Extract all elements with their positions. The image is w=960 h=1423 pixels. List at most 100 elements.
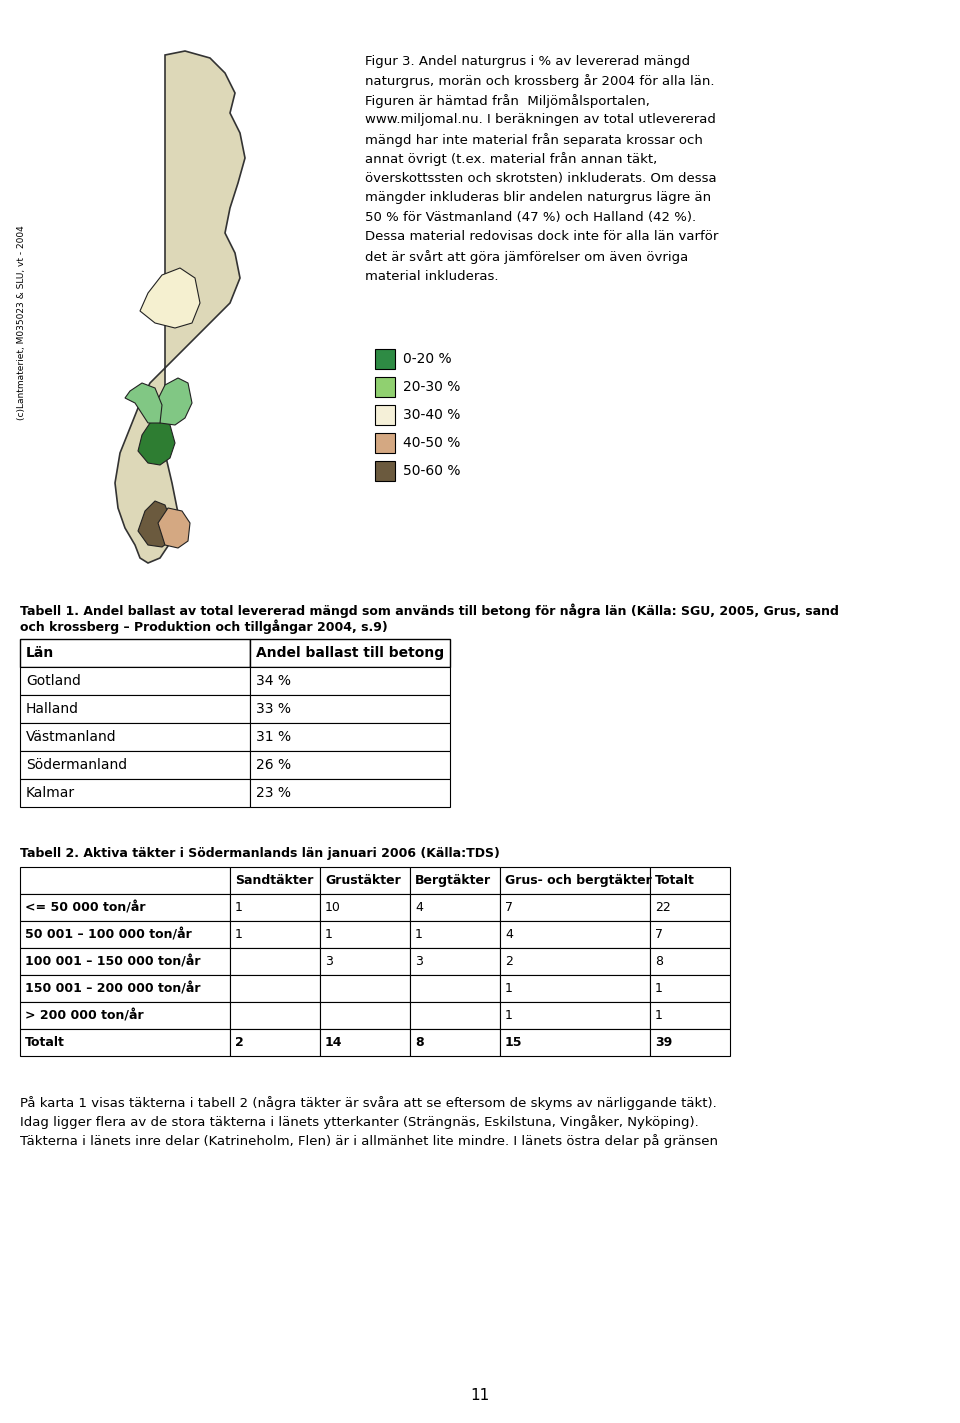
Text: > 200 000 ton/år: > 200 000 ton/år (25, 1009, 144, 1022)
Bar (650, 894, 730, 921)
Text: 1: 1 (235, 928, 243, 941)
Text: 23 %: 23 % (256, 785, 291, 800)
Text: På karta 1 visas täkterna i tabell 2 (några täkter är svåra att se eftersom de s: På karta 1 visas täkterna i tabell 2 (nå… (20, 1096, 717, 1110)
Bar (20, 867, 230, 894)
Bar (320, 1002, 410, 1029)
Text: Län: Län (26, 646, 55, 660)
Polygon shape (140, 268, 200, 327)
Text: 100 001 – 150 000 ton/år: 100 001 – 150 000 ton/år (25, 955, 201, 968)
Bar (500, 1029, 650, 1056)
Polygon shape (138, 501, 172, 546)
Bar (250, 778, 450, 807)
Text: 8: 8 (415, 1036, 423, 1049)
Text: www.miljomal.nu. I beräkningen av total utlevererad: www.miljomal.nu. I beräkningen av total … (365, 114, 716, 127)
Text: 1: 1 (415, 928, 422, 941)
Bar (20, 948, 230, 975)
Text: 1: 1 (655, 982, 662, 995)
Text: det är svårt att göra jämförelser om även övriga: det är svårt att göra jämförelser om äve… (365, 250, 688, 265)
Text: 30-40 %: 30-40 % (403, 408, 461, 423)
Bar (500, 894, 650, 921)
Text: Dessa material redovisas dock inte för alla län varför: Dessa material redovisas dock inte för a… (365, 231, 718, 243)
Bar (230, 1002, 320, 1029)
Text: 10: 10 (325, 901, 341, 914)
Bar (230, 921, 320, 948)
Text: Idag ligger flera av de stora täkterna i länets ytterkanter (Strängnäs, Eskilstu: Idag ligger flera av de stora täkterna i… (20, 1116, 699, 1128)
Bar (650, 1029, 730, 1056)
Bar (250, 723, 450, 751)
Bar (650, 1002, 730, 1029)
Text: Grus- och bergtäkter: Grus- och bergtäkter (505, 874, 652, 887)
Bar (500, 948, 650, 975)
Text: mängder inkluderas blir andelen naturgrus lägre än: mängder inkluderas blir andelen naturgru… (365, 192, 711, 205)
Polygon shape (158, 508, 190, 548)
Text: <= 50 000 ton/år: <= 50 000 ton/år (25, 901, 146, 914)
Bar (650, 867, 730, 894)
Text: Gotland: Gotland (26, 675, 81, 687)
Text: 26 %: 26 % (256, 758, 291, 773)
Text: Täkterna i länets inre delar (Katrineholm, Flen) är i allmänhet lite mindre. I l: Täkterna i länets inre delar (Katrinehol… (20, 1134, 718, 1148)
Bar (650, 975, 730, 1002)
Bar (20, 921, 230, 948)
Text: 7: 7 (505, 901, 513, 914)
Text: 34 %: 34 % (256, 675, 291, 687)
Text: 0-20 %: 0-20 % (403, 351, 451, 366)
Bar (230, 894, 320, 921)
Bar (375, 433, 395, 453)
Text: och krossberg – Produktion och tillgångar 2004, s.9): och krossberg – Produktion och tillgånga… (20, 619, 388, 633)
Polygon shape (125, 383, 162, 423)
Text: Sandtäkter: Sandtäkter (235, 874, 313, 887)
Text: 1: 1 (235, 901, 243, 914)
Text: 1: 1 (655, 1009, 662, 1022)
Text: 150 001 – 200 000 ton/år: 150 001 – 200 000 ton/år (25, 982, 201, 995)
Bar (410, 894, 500, 921)
Text: 50 % för Västmanland (47 %) och Halland (42 %).: 50 % för Västmanland (47 %) och Halland … (365, 211, 696, 223)
Bar (500, 921, 650, 948)
Text: 14: 14 (325, 1036, 343, 1049)
Text: Södermanland: Södermanland (26, 758, 127, 773)
Text: Totalt: Totalt (655, 874, 695, 887)
Bar (500, 867, 650, 894)
Text: 39: 39 (655, 1036, 672, 1049)
Bar (20, 1002, 230, 1029)
Text: Grustäkter: Grustäkter (325, 874, 400, 887)
Bar (230, 867, 320, 894)
Bar (20, 639, 250, 667)
Bar (410, 1029, 500, 1056)
Text: 1: 1 (325, 928, 333, 941)
Bar (20, 894, 230, 921)
Bar (320, 1029, 410, 1056)
Bar (250, 751, 450, 778)
Bar (20, 1029, 230, 1056)
Bar (320, 948, 410, 975)
Bar (650, 948, 730, 975)
Bar (375, 406, 395, 425)
Text: 15: 15 (505, 1036, 522, 1049)
Bar (410, 948, 500, 975)
Text: Kalmar: Kalmar (26, 785, 75, 800)
Text: 3: 3 (325, 955, 333, 968)
Polygon shape (115, 51, 245, 564)
Text: överskottssten och skrotsten) inkluderats. Om dessa: överskottssten och skrotsten) inkluderat… (365, 172, 716, 185)
Bar (410, 1002, 500, 1029)
Text: Figur 3. Andel naturgrus i % av levererad mängd: Figur 3. Andel naturgrus i % av leverera… (365, 55, 690, 68)
Bar (230, 948, 320, 975)
Bar (320, 975, 410, 1002)
Bar (375, 377, 395, 397)
Text: annat övrigt (t.ex. material från annan täkt,: annat övrigt (t.ex. material från annan … (365, 152, 658, 166)
Text: 50-60 %: 50-60 % (403, 464, 461, 478)
Bar (375, 461, 395, 481)
Text: 50 001 – 100 000 ton/år: 50 001 – 100 000 ton/år (25, 928, 192, 941)
Bar (20, 751, 250, 778)
Text: naturgrus, morän och krossberg år 2004 för alla län.: naturgrus, morän och krossberg år 2004 f… (365, 74, 714, 88)
Polygon shape (138, 418, 175, 465)
Bar (250, 639, 450, 667)
Bar (20, 778, 250, 807)
Text: 1: 1 (505, 1009, 513, 1022)
Text: (c)Lantmateriet, M035023 & SLU, vt - 2004: (c)Lantmateriet, M035023 & SLU, vt - 200… (17, 226, 27, 420)
Bar (230, 975, 320, 1002)
Text: 40-50 %: 40-50 % (403, 435, 461, 450)
Text: 7: 7 (655, 928, 663, 941)
Text: 20-30 %: 20-30 % (403, 380, 461, 394)
Text: Tabell 1. Andel ballast av total levererad mängd som används till betong för någ: Tabell 1. Andel ballast av total leverer… (20, 603, 839, 618)
Bar (250, 694, 450, 723)
